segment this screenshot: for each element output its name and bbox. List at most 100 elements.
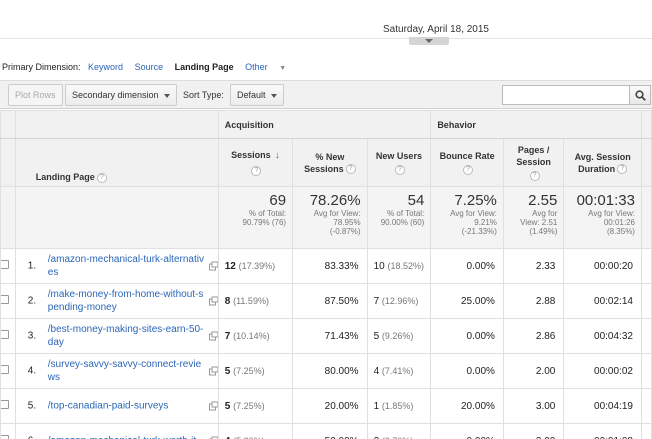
sessions-pct: (17.39%) xyxy=(238,260,276,271)
landing-page-link[interactable]: /make-money-from-home-without-spending-m… xyxy=(47,289,204,313)
avg-duration-cell: 00:01:08 xyxy=(563,423,642,439)
row-spacer xyxy=(640,248,652,284)
total-pages: 2.55 Avg for View: 2.51 (1.49%) xyxy=(502,186,565,249)
sort-type-value: Default xyxy=(237,90,266,100)
external-link-icon[interactable] xyxy=(208,401,218,411)
table-row: 6. /amazon-mechanical-turk-worth-it 4 (5… xyxy=(0,423,652,439)
new-users-value: 4 xyxy=(373,365,380,377)
help-icon[interactable]: ? xyxy=(251,165,262,176)
total-pages-sub1: Avg for xyxy=(532,209,558,218)
secondary-dimension-dropdown[interactable]: Secondary dimension xyxy=(65,84,177,106)
date-label: Saturday, April 18, 2015 xyxy=(383,24,489,35)
new-users-pct: (9.26%) xyxy=(381,330,414,341)
row-checkbox[interactable] xyxy=(1,260,10,269)
sort-down-icon: ↓ xyxy=(274,150,280,161)
dimension-landing-page[interactable]: Landing Page xyxy=(174,62,234,72)
total-duration-sub1: Avg for View: xyxy=(588,209,635,218)
row-select-cell xyxy=(0,318,16,354)
search-button[interactable] xyxy=(629,85,651,105)
total-duration-value: 00:01:33 xyxy=(576,192,635,209)
landing-page-cell: 3. /best-money-making-sites-earn-50-day xyxy=(14,318,219,354)
header-spacer xyxy=(14,110,219,139)
row-checkbox[interactable] xyxy=(1,435,10,439)
landing-page-cell: 2. /make-money-from-home-without-spendin… xyxy=(14,283,219,319)
row-checkbox[interactable] xyxy=(1,365,10,374)
total-new-sessions-value: 78.26% xyxy=(309,192,361,209)
landing-page-link[interactable]: /survey-savvy-savvy-connect-reviews xyxy=(47,359,202,383)
col-bounce-rate[interactable]: Bounce Rate? xyxy=(430,138,504,187)
sessions-pct: (7.25%) xyxy=(233,365,265,376)
sessions-cell: 4 (5.80%) xyxy=(217,423,294,439)
avg-duration-cell: 00:04:19 xyxy=(563,388,642,424)
new-users-pct: (3.70%) xyxy=(382,436,414,439)
table-row: 4. /survey-savvy-savvy-connect-reviews 5… xyxy=(0,353,652,389)
plot-rows-button[interactable]: Plot Rows xyxy=(8,84,63,106)
new-sessions-cell: 80.00% xyxy=(292,353,368,389)
external-link-icon[interactable] xyxy=(208,436,218,439)
total-new-users: 54% of Total: 90.00% (60) xyxy=(366,186,432,249)
col-landing-page[interactable]: Landing Page? xyxy=(14,138,219,187)
new-users-value: 7 xyxy=(373,295,380,307)
sort-type-dropdown[interactable]: Default xyxy=(230,84,284,106)
total-new-users-sub1: % of Total: xyxy=(387,209,425,218)
total-pages-value: 2.55 xyxy=(528,192,558,209)
landing-page-link[interactable]: /top-canadian-paid-surveys xyxy=(47,400,169,412)
total-bounce-sub1: Avg for View: xyxy=(450,209,497,218)
row-checkbox[interactable] xyxy=(1,400,10,409)
external-link-icon[interactable] xyxy=(208,331,218,341)
dimension-other[interactable]: Other ▼ xyxy=(245,62,295,72)
new-users-cell: 7 (12.96%) xyxy=(366,283,432,319)
col-pages-l2: Session xyxy=(516,156,551,167)
dimension-keyword[interactable]: Keyword xyxy=(88,62,124,72)
new-users-pct: (12.96%) xyxy=(381,295,419,306)
new-users-cell: 2 (3.70%) xyxy=(366,423,432,439)
timeline-handle[interactable] xyxy=(409,37,449,45)
landing-page-link[interactable]: /amazon-mechanical-turk-alternatives xyxy=(47,254,204,278)
row-checkbox[interactable] xyxy=(1,295,10,304)
col-new-users[interactable]: New Users? xyxy=(366,138,432,187)
pages-session-cell: 3.00 xyxy=(502,388,565,424)
dropdown-caret-icon xyxy=(163,93,170,98)
landing-page-link[interactable]: /amazon-mechanical-turk-worth-it xyxy=(48,435,208,439)
total-duration-sub2: 00:01:26 xyxy=(603,218,635,227)
row-spacer xyxy=(640,318,652,354)
dropdown-caret-icon xyxy=(270,93,277,98)
total-new-sessions-sub3: (-0.87%) xyxy=(329,227,361,236)
row-index: 3. xyxy=(27,330,37,342)
help-icon[interactable]: ? xyxy=(345,164,356,175)
bounce-rate-cell: 20.00% xyxy=(430,388,504,424)
row-select-cell xyxy=(0,248,16,284)
col-avg-duration[interactable]: Avg. Session Duration? xyxy=(563,138,642,187)
help-icon[interactable]: ? xyxy=(529,171,540,182)
total-bounce-sub2: 9.21% xyxy=(474,218,497,227)
help-icon[interactable]: ? xyxy=(394,165,405,176)
total-duration: 00:01:33 Avg for View: 00:01:26 (8.35%) xyxy=(563,186,642,249)
total-sessions-value: 69 xyxy=(269,192,287,209)
new-users-pct: (7.41%) xyxy=(381,365,414,376)
col-duration-l1: Avg. Session xyxy=(574,151,631,162)
row-index: 4. xyxy=(27,365,37,377)
table-row: 5. /top-canadian-paid-surveys 5 (7.25%) … xyxy=(0,388,652,424)
sessions-cell: 5 (7.25%) xyxy=(217,388,294,424)
total-pages-sub3: (1.49%) xyxy=(529,227,558,236)
help-icon[interactable]: ? xyxy=(463,165,474,176)
search-icon xyxy=(635,90,646,101)
help-icon[interactable]: ? xyxy=(617,164,628,175)
dimension-source[interactable]: Source xyxy=(134,62,164,72)
col-sessions[interactable]: Sessions ↓? xyxy=(217,138,294,187)
table-search-input[interactable] xyxy=(502,85,630,105)
col-new-sessions[interactable]: % New Sessions? xyxy=(292,138,368,187)
col-pages-session[interactable]: Pages / Session? xyxy=(502,138,565,187)
sessions-cell: 5 (7.25%) xyxy=(217,353,294,389)
external-link-icon[interactable] xyxy=(208,296,218,306)
external-link-icon[interactable] xyxy=(208,366,218,376)
col-sessions-label: Sessions xyxy=(231,150,271,160)
external-link-icon[interactable] xyxy=(208,261,218,271)
help-icon[interactable]: ? xyxy=(96,172,107,183)
col-new-users-label: New Users xyxy=(375,150,422,161)
landing-page-link[interactable]: /best-money-making-sites-earn-50-day xyxy=(47,324,204,348)
bounce-rate-cell: 0.00% xyxy=(430,318,504,354)
total-sessions-sub2: 90.79% (76) xyxy=(242,218,287,227)
primary-dimension-label: Primary Dimension: xyxy=(2,62,81,72)
row-checkbox[interactable] xyxy=(1,330,10,339)
